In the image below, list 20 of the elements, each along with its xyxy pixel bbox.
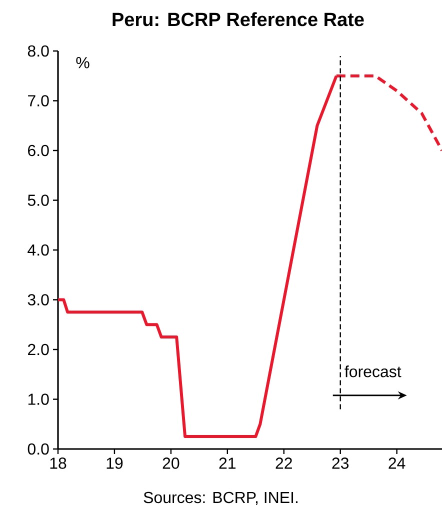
y-tick-label: 4.0 [28,244,49,256]
x-tick-label: 24 [388,458,406,469]
y-axis-title: % [76,57,90,68]
y-tick-label: 2.0 [28,344,49,356]
annotation: forecast [344,366,402,378]
y-tick-label: 8.0 [28,45,49,57]
x-tick-label: 20 [162,458,180,469]
y-tick-label: 5.0 [28,194,49,206]
x-tick-label: 18 [50,458,66,469]
x-tick-label: 21 [219,458,236,469]
y-tick-label: 1.0 [28,394,49,405]
y-tick-label: 3.0 [28,294,49,306]
chart-title: Peru: BCRP Reference Rate [112,12,364,26]
x-tick-label: 23 [332,458,349,469]
x-tick-label: 19 [106,458,123,469]
y-tick-label: 0.0 [28,443,49,455]
source-note: Sources: BCRP, INEI. [144,492,298,506]
y-tick-label: 6.0 [28,144,49,156]
y-tick-label: 7.0 [28,95,49,106]
x-tick-label: 22 [276,458,292,469]
